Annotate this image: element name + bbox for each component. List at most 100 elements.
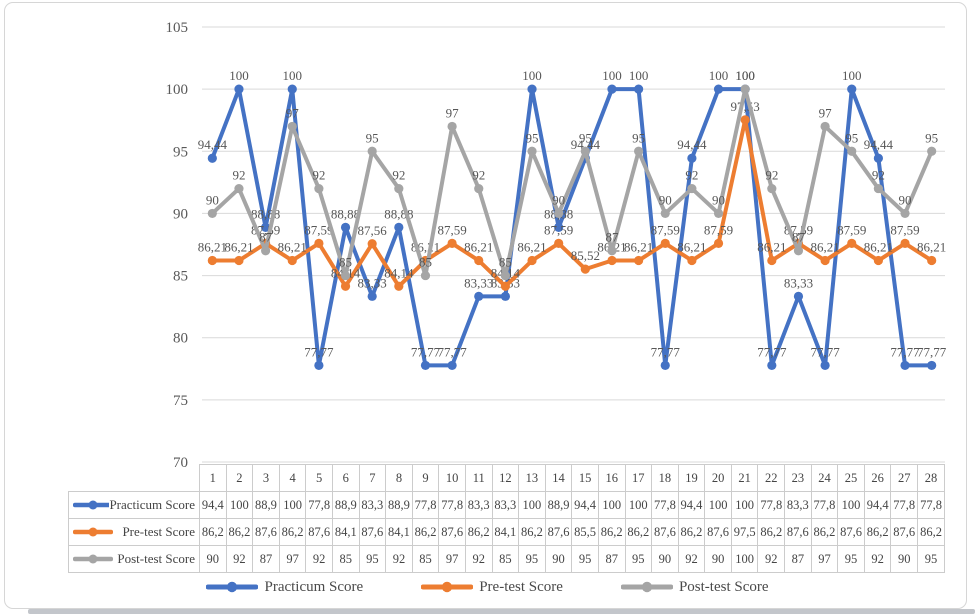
data-label: 85 <box>499 255 512 270</box>
table-cell-value: 90 <box>544 545 573 573</box>
data-point <box>767 255 777 266</box>
data-point <box>793 246 804 256</box>
chart-legend: Practicum Score Pre-test Score Post-test S… <box>0 572 975 602</box>
table-cell-value: 86,2 <box>464 518 493 546</box>
data-label: 83,33 <box>464 275 493 290</box>
data-label: 100 <box>735 68 755 83</box>
table-category-header: 18 <box>651 464 679 492</box>
data-label: 97 <box>819 105 833 120</box>
data-point <box>554 238 564 248</box>
data-point <box>287 121 297 132</box>
data-label: 77,77 <box>890 344 920 359</box>
table-cell-value: 92 <box>385 545 413 573</box>
table-cell-value: 88,9 <box>544 491 573 519</box>
data-point <box>927 360 937 371</box>
y-axis-tick-label: 100 <box>166 82 189 98</box>
table-category-header: 21 <box>730 464 759 492</box>
table-cell-value: 83,3 <box>491 491 520 519</box>
data-point <box>634 84 644 94</box>
data-label: 77,77 <box>810 344 840 359</box>
table-cell-value: 100 <box>518 491 546 519</box>
table-cell-value: 86,2 <box>518 518 546 546</box>
data-label: 86,21 <box>864 240 893 255</box>
table-cell-value: 94,4 <box>863 491 892 519</box>
table-cell-value: 87,6 <box>837 518 865 546</box>
data-point <box>474 255 484 266</box>
data-label: 94,44 <box>571 137 601 152</box>
data-point <box>420 270 431 281</box>
data-label: 87,59 <box>651 222 680 237</box>
data-label: 97 <box>446 105 460 120</box>
legend-label: Pre-test Score <box>479 578 563 595</box>
data-point <box>527 146 537 156</box>
data-point <box>607 84 617 94</box>
data-point <box>474 291 484 301</box>
table-cell-value: 87,6 <box>252 518 280 546</box>
data-label: 86,21 <box>624 240 653 255</box>
data-point <box>234 255 244 266</box>
table-cell-value: 92 <box>305 545 333 573</box>
data-point <box>500 291 510 301</box>
table-cell-value: 90 <box>704 545 732 573</box>
table-series-header: Pre-test Score <box>68 518 200 546</box>
data-label: 85 <box>419 255 432 270</box>
legend-item-practicum-score: Practicum Score <box>206 579 363 596</box>
data-point <box>873 183 883 194</box>
data-label: 77,77 <box>304 344 334 359</box>
table-cell-value: 88,9 <box>385 491 413 519</box>
table-cell-value: 90 <box>199 545 227 573</box>
table-cell-value: 100 <box>225 491 254 519</box>
data-point <box>554 208 564 219</box>
table-cell-value: 87,6 <box>358 518 387 546</box>
table-cell-value: 77,8 <box>890 491 919 519</box>
data-point <box>927 146 937 156</box>
legend-label: Practicum Score <box>264 578 364 595</box>
chart-data-table: 1 2 3 4 5 6 7 8 9 10 11 12 13 14 15 16 17 18 19 20 21 22 23 24 2… <box>68 464 946 573</box>
data-point <box>367 239 377 249</box>
table-row: Post-test Score 90 92 87 97 92 85 95 92 85 97 92 85 9… <box>68 545 945 573</box>
y-axis-tick-label: 85 <box>173 269 188 285</box>
data-point <box>873 153 883 163</box>
table-cell-value: 86,2 <box>597 518 626 546</box>
data-point <box>900 360 910 371</box>
data-point <box>340 270 351 281</box>
data-label: 90 <box>659 192 672 207</box>
data-label: 87,59 <box>890 222 919 237</box>
data-label: 77,77 <box>757 344 787 359</box>
table-cell-value: 87 <box>597 545 626 573</box>
data-label: 92 <box>232 168 245 183</box>
table-cell-value: 100 <box>278 491 307 519</box>
data-point <box>314 360 324 371</box>
data-point <box>873 255 883 266</box>
table-cell-value: 83,3 <box>784 491 812 519</box>
table-category-header: 14 <box>544 464 573 492</box>
data-point <box>261 222 271 232</box>
data-label: 77,77 <box>411 344 441 359</box>
table-cell-value: 87,6 <box>544 518 573 546</box>
data-point <box>847 146 857 156</box>
legend-item-pre-test-score: Pre-test Score <box>421 579 563 596</box>
data-point <box>820 121 830 132</box>
data-point <box>287 84 297 94</box>
table-cell-value: 84,1 <box>491 518 520 546</box>
data-label: 90 <box>552 192 565 207</box>
legend-key-line-icon <box>73 554 113 564</box>
table-category-header: 27 <box>890 464 919 492</box>
data-label: 87,59 <box>837 222 866 237</box>
table-cell-value: 97,5 <box>730 518 759 546</box>
table-cell-value: 87,6 <box>305 518 333 546</box>
table-category-header: 23 <box>784 464 812 492</box>
table-category-header: 17 <box>624 464 653 492</box>
data-point <box>340 281 351 291</box>
table-category-header: 10 <box>438 464 466 492</box>
data-label: 100 <box>629 68 649 83</box>
table-cell-value: 92 <box>677 545 706 573</box>
data-point <box>554 222 564 232</box>
table-cell-value: 87,6 <box>438 518 466 546</box>
data-label: 95 <box>925 130 938 145</box>
data-label: 97 <box>286 105 300 120</box>
table-category-header: 12 <box>491 464 520 492</box>
table-cell-value: 77,8 <box>438 491 466 519</box>
table-cell-value: 95 <box>358 545 387 573</box>
y-axis-tick-label: 70 <box>173 455 188 470</box>
